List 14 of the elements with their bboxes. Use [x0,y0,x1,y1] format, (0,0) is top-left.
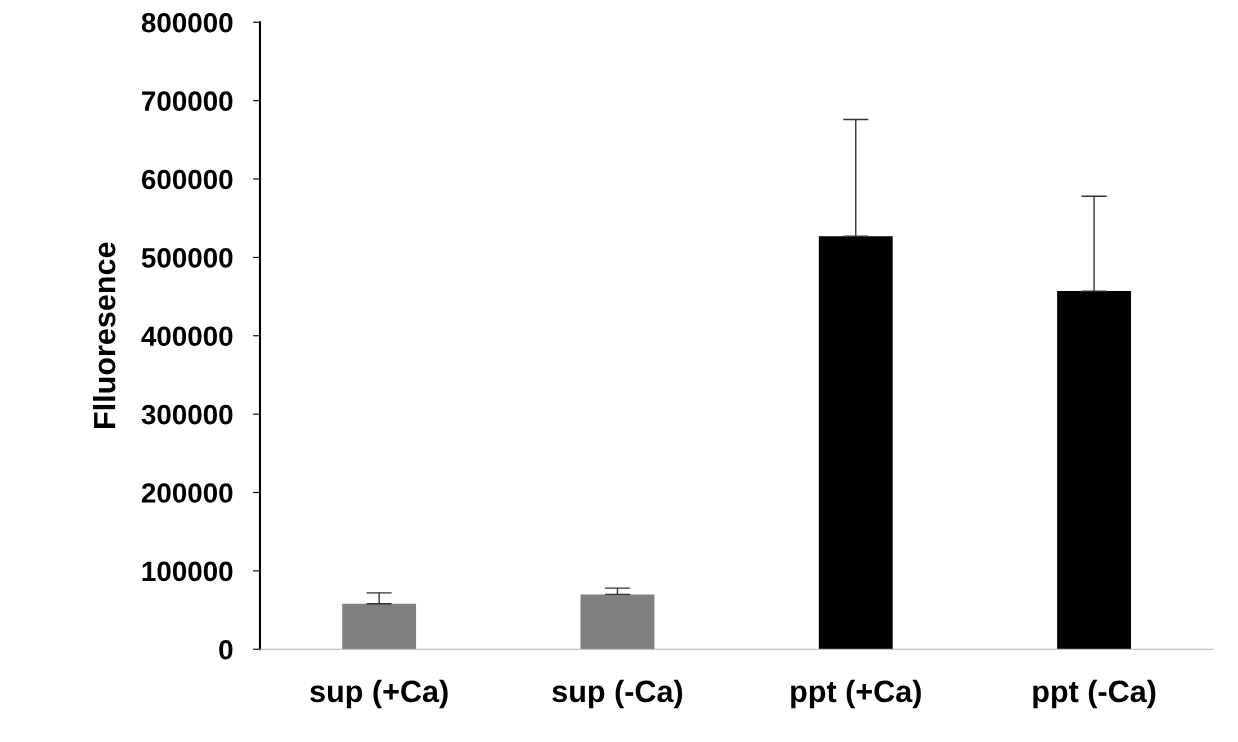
x-tick-label: sup (-Ca) [552,679,683,709]
y-tick-label: 100000 [142,561,233,582]
y-tick-label: 200000 [141,483,233,503]
x-tick-label: sup (+Ca) [310,679,448,709]
x-tick-label: ppt (+Ca) [791,679,921,709]
y-tick-label: 500000 [141,248,233,268]
y-tick-label: 300000 [141,404,233,425]
x-tick-label: ppt (-Ca) [1033,679,1156,709]
y-tick-label: 400000 [141,326,233,347]
y-tick-label: 700000 [142,91,233,111]
y-tick-label: 0 [219,639,233,660]
y-axis-title: Flluoresence [92,242,116,428]
y-tick-label: 600000 [141,169,233,190]
y-tick-label: 800000 [141,12,233,33]
